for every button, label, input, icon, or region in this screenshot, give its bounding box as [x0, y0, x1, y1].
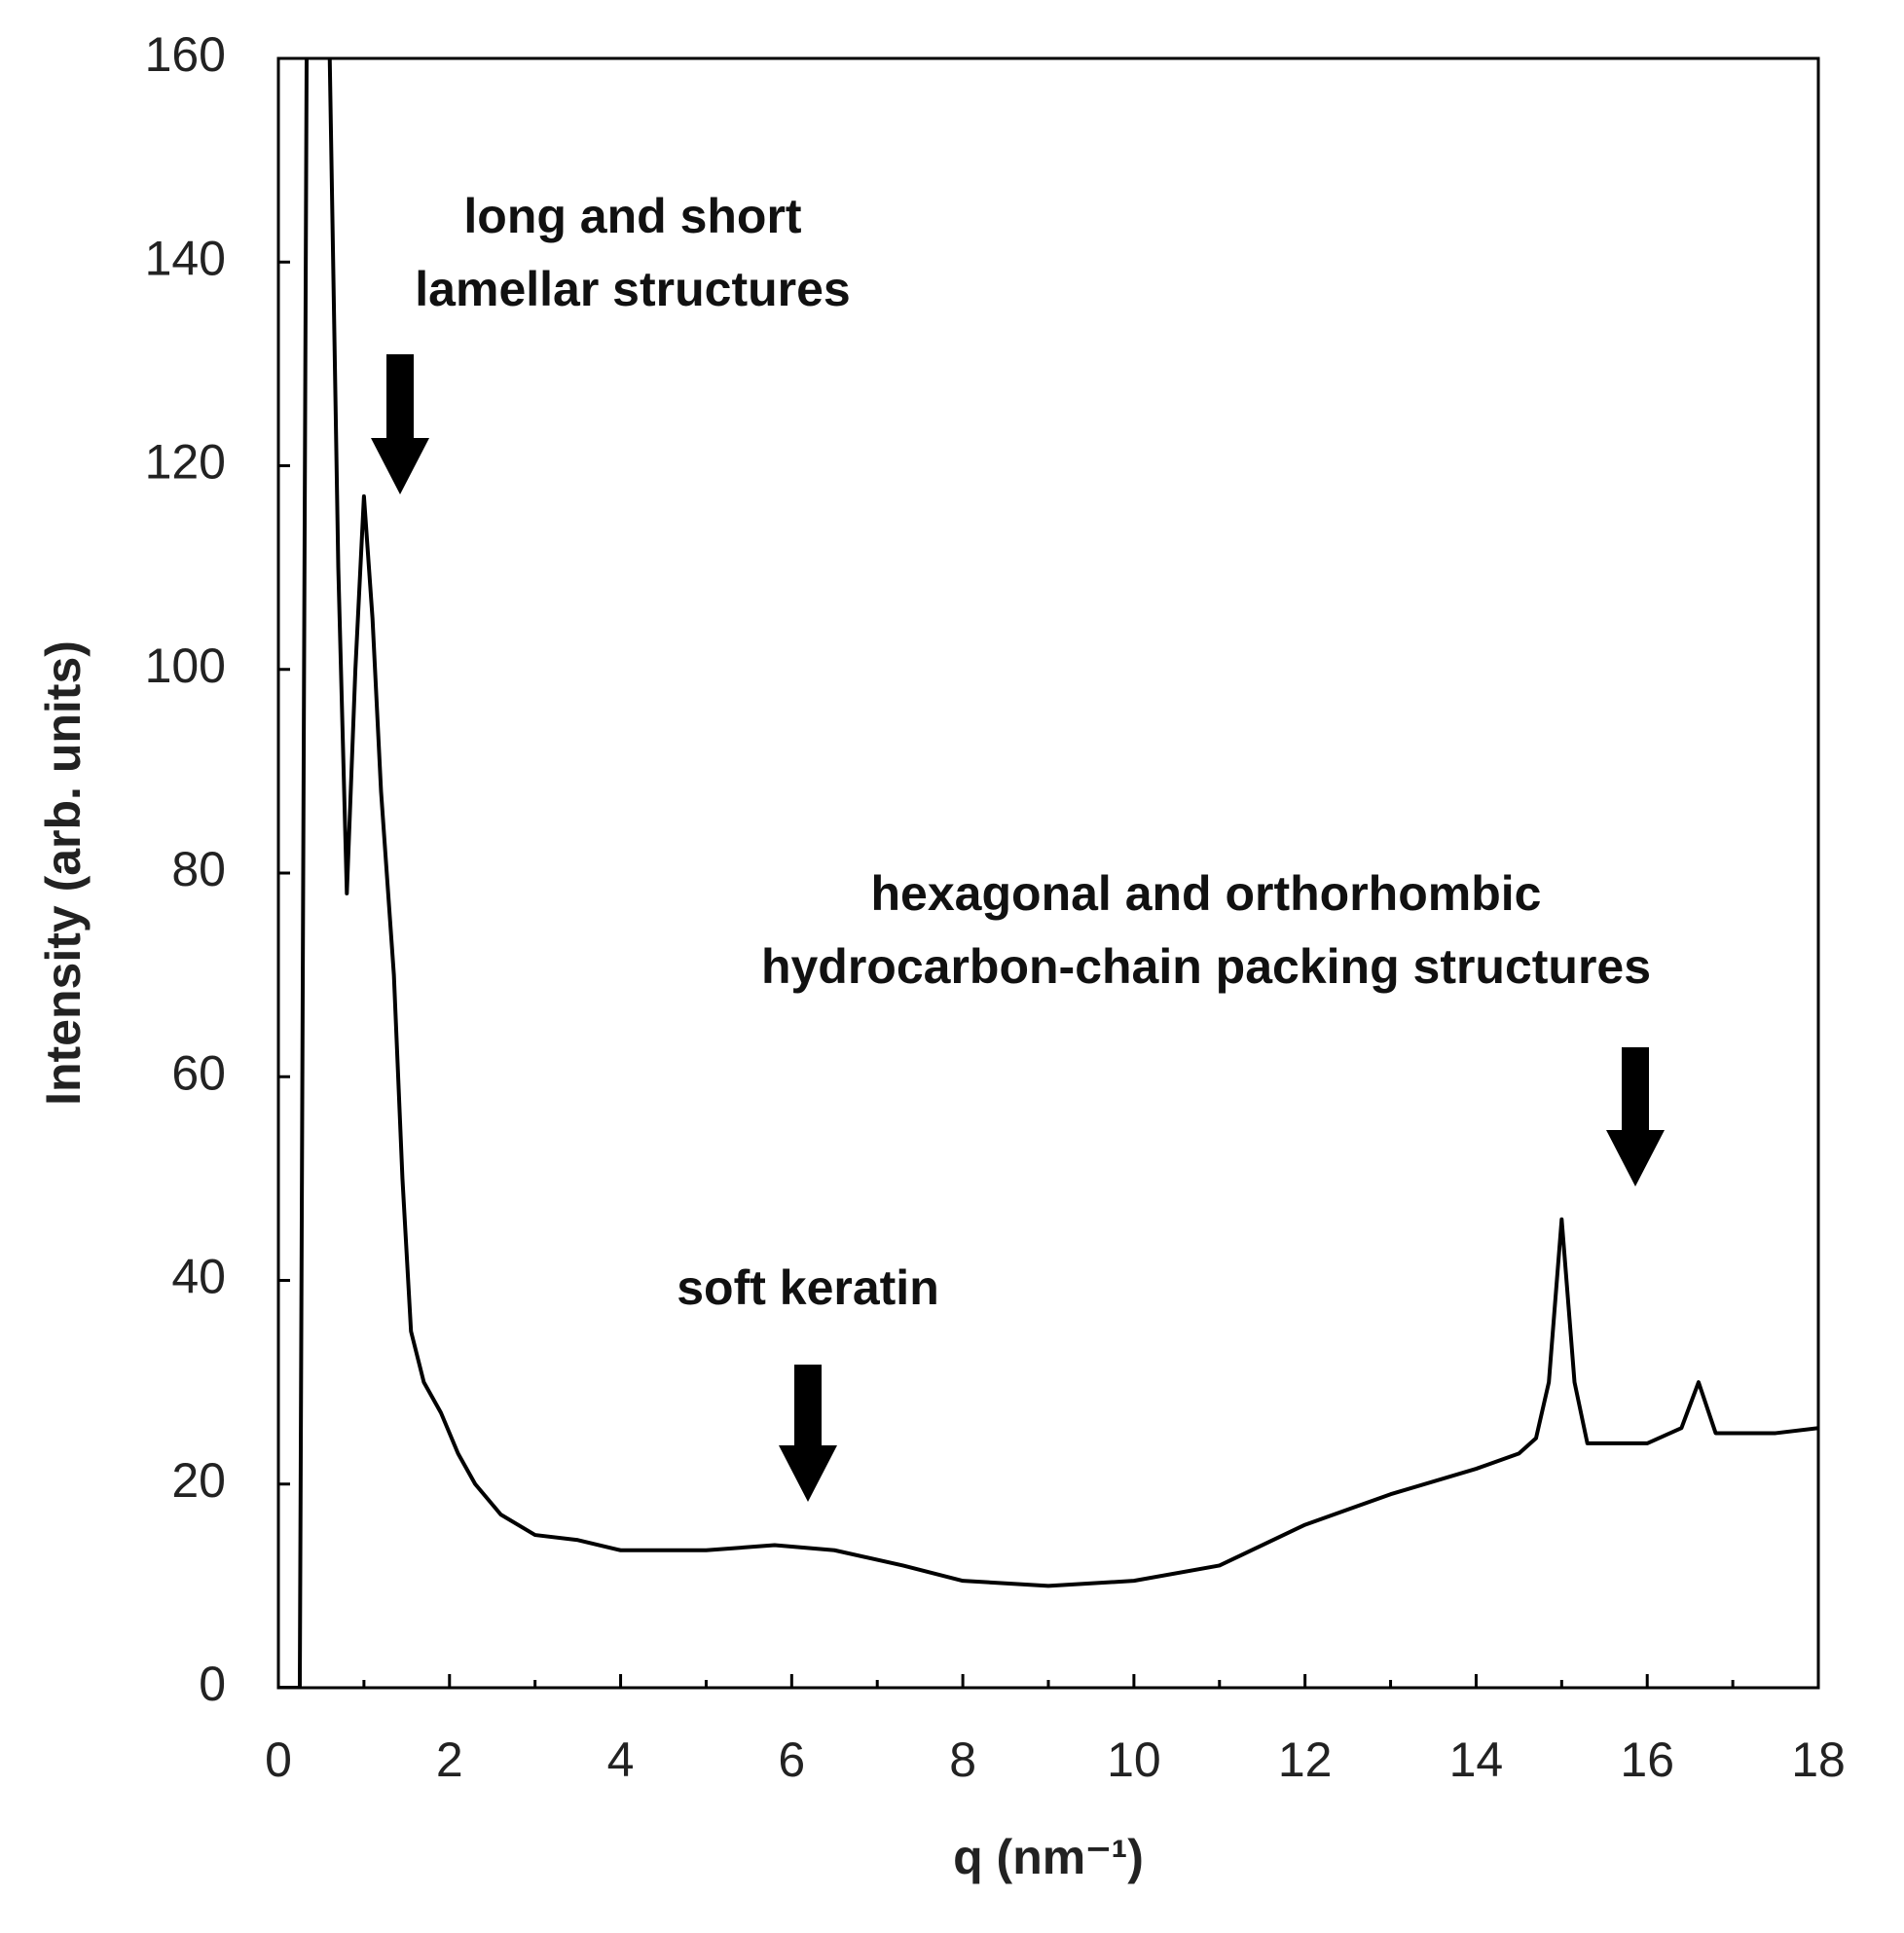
x-axis-label: q (nm⁻¹): [953, 1830, 1144, 1884]
y-tick-label: 40: [171, 1250, 226, 1304]
x-tick-label: 14: [1449, 1732, 1504, 1787]
y-tick-label: 140: [145, 231, 226, 285]
data-line: [278, 58, 1818, 1688]
arrow: [779, 1365, 837, 1502]
x-tick-label: 2: [436, 1732, 463, 1787]
annotation: long and short: [463, 189, 802, 243]
y-tick-label: 100: [145, 638, 226, 693]
x-tick-label: 18: [1791, 1732, 1846, 1787]
annotation: hexagonal and orthorhombic: [871, 866, 1542, 921]
y-tick-label: 60: [171, 1045, 226, 1100]
y-axis-label: Intensity (arb. units): [36, 640, 91, 1106]
x-tick-label: 12: [1278, 1732, 1333, 1787]
y-tick-label: 20: [171, 1453, 226, 1508]
x-tick-label: 0: [265, 1732, 292, 1787]
arrow: [371, 354, 429, 494]
x-tick-label: 4: [607, 1732, 635, 1787]
arrow: [1606, 1047, 1665, 1186]
y-tick-label: 0: [199, 1657, 226, 1711]
x-tick-label: 16: [1620, 1732, 1674, 1787]
annotation: lamellar structures: [415, 262, 850, 316]
annotation: hydrocarbon-chain packing structures: [761, 939, 1651, 994]
y-tick-label: 80: [171, 842, 226, 896]
x-tick-label: 6: [778, 1732, 805, 1787]
x-tick-label: 10: [1107, 1732, 1161, 1787]
x-tick-label: 8: [949, 1732, 976, 1787]
y-tick-label: 120: [145, 435, 226, 490]
y-tick-label: 160: [145, 27, 226, 82]
annotation: soft keratin: [677, 1260, 939, 1315]
